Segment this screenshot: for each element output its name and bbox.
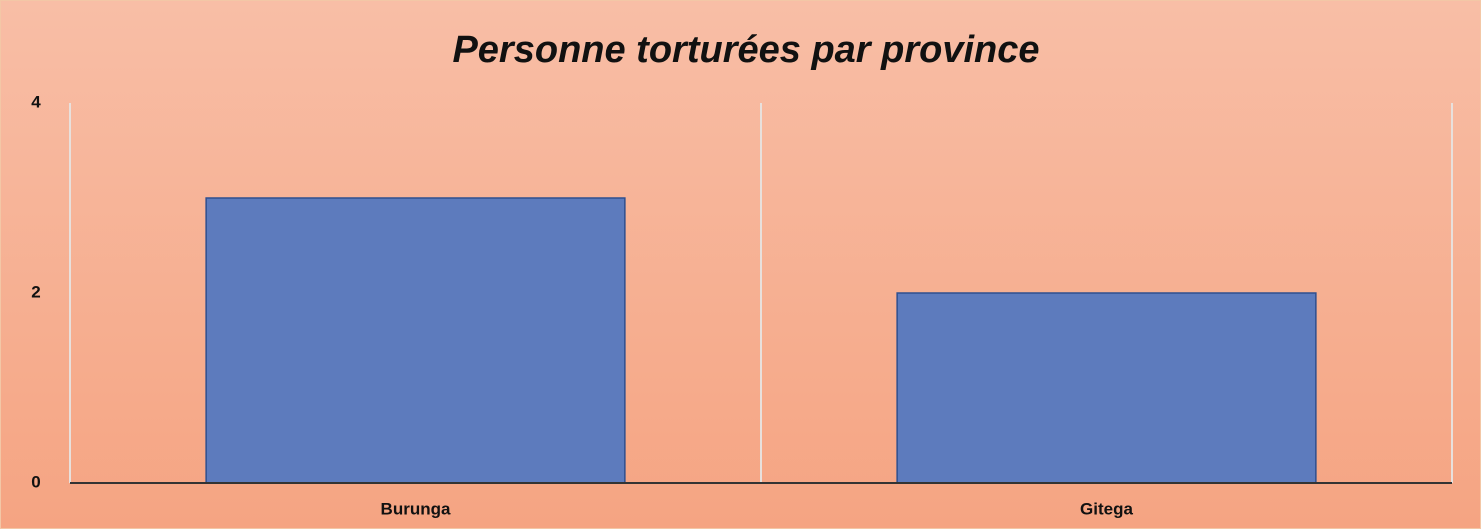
y-tick-label: 4 <box>31 92 41 111</box>
chart-title: Personne torturées par province <box>452 29 1039 71</box>
y-tick-label: 2 <box>31 282 40 301</box>
bar <box>896 292 1317 484</box>
x-tick-label: Gitega <box>1080 499 1133 518</box>
x-tick-label: Burunga <box>381 499 451 518</box>
bar <box>205 197 626 484</box>
y-tick-label: 0 <box>31 472 40 491</box>
